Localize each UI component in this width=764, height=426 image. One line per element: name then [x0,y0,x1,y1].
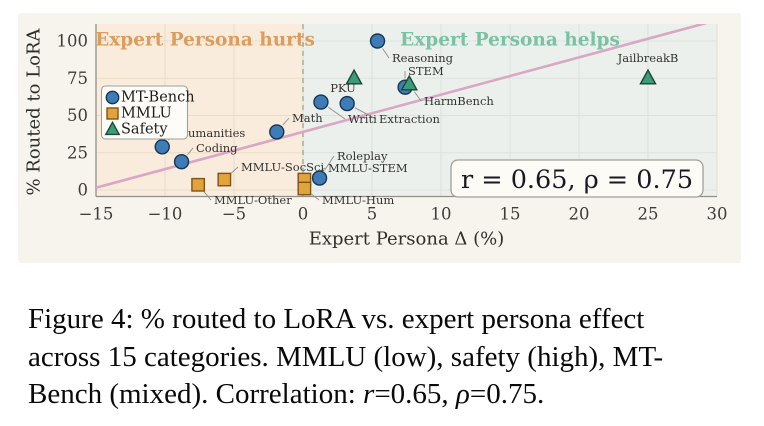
point-label-Writi: Writi [348,112,377,126]
caption-r-symbol: r [363,378,375,410]
x-tick-label: −10 [148,205,183,224]
x-tick-label: 20 [569,205,590,224]
point-label-MMLU-SocSci: MMLU-SocSci [241,160,324,174]
caption-rho-symbol: ρ [455,378,470,410]
caption-text: Bench (mixed). Correlation: [28,378,364,410]
point-label-Reasoning: Reasoning [392,51,454,65]
label-connector [354,107,377,120]
point-label-JailbreakB: JailbreakB [617,51,679,65]
caption-text: Figure 4: % routed to LoRA vs. expert pe… [28,303,645,335]
caption-line-1: Figure 4: % routed to LoRA vs. expert pe… [28,301,740,339]
point-Humanities [154,139,170,155]
x-axis-label: Expert Persona Δ (%) [309,229,505,250]
point-Math [269,124,285,140]
x-tick-label: 30 [707,205,728,224]
caption-line-3: Bench (mixed). Correlation: r=0.65, ρ=0.… [28,376,740,414]
point-label-Extraction: Extraction [379,112,441,126]
label-connector [324,155,335,171]
label-connector [382,48,390,59]
legend-marker-MMLU [106,107,119,120]
label-connector [203,191,212,201]
point-MMLU-SocSci [217,172,232,187]
y-tick-label: 0 [78,181,89,200]
legend-label-MT-Bench: MT-Bench [121,90,195,106]
point-label-MMLU-Hum: MMLU-Hum [322,193,394,207]
legend-label-MMLU: MMLU [121,106,172,122]
region-helps-title: Expert Persona helps [400,30,620,51]
point-PKU [345,68,363,85]
legend-marker-Safety [104,120,121,136]
point-label-MMLU-Other: MMLU-Other [214,193,292,207]
y-tick-label: 100 [57,32,89,51]
correlation-box [450,159,704,198]
label-connector [328,106,346,120]
point-label-MMLU-STEM: MMLU-STEM [328,161,408,175]
x-tick-label: 10 [431,205,452,224]
point-label-Math: Math [292,111,323,125]
x-tick-label: −5 [222,205,246,224]
point-JailbreakB [639,68,657,85]
x-tick-label: 15 [500,205,521,224]
point-Reasoning [369,33,386,49]
caption-line-2: across 15 categories. MMLU (low), safety… [28,339,740,377]
label-connector [186,147,194,156]
label-connector [230,166,239,174]
point-HarmBench [400,74,419,91]
point-Roleplay [311,170,328,186]
point-label-Coding: Coding [196,141,238,155]
figure-caption: Figure 4: % routed to LoRA vs. expert pe… [28,301,740,414]
correlation-text: r = 0.65, ρ = 0.75 [461,165,693,195]
caption-text: =0.65, [374,378,456,410]
point-label-STEM: STEM [408,64,444,78]
trendline [96,24,708,190]
point-label-HarmBench: HarmBench [424,94,494,108]
caption-text: =0.75. [469,378,545,410]
y-axis-label: % Routed to LoRA [24,27,45,195]
point-label-Roleplay: Roleplay [337,149,388,163]
point-Extraction [339,95,355,112]
x-tick-label: 5 [367,205,378,224]
y-tick-label: 75 [67,69,88,88]
region-hurts-title: Expert Persona hurts [95,30,315,51]
legend-box [100,85,189,140]
legend-label-Safety: Safety [121,122,168,138]
y-tick-label: 50 [67,106,88,125]
point-Writi [313,94,329,110]
point-MMLU-Other [191,177,206,192]
point-label-Humanities: Humanities [178,126,245,140]
x-tick-label: 25 [638,205,659,224]
legend-marker-MT-Bench [105,90,120,105]
y-tick-label: 25 [67,143,88,162]
x-tick-label: 0 [298,205,309,224]
label-connector [414,91,422,102]
x-tick-label: −15 [79,205,114,224]
scatter-chart: Expert Persona hurts Expert Persona helps… [18,13,741,263]
caption-text: across 15 categories. MMLU (low), safety… [28,340,664,373]
point-MMLU-Hum [297,181,312,196]
point-label-PKU: PKU [330,81,356,95]
point-Coding [173,153,190,170]
label-connector [311,193,320,201]
label-connector [282,117,290,126]
